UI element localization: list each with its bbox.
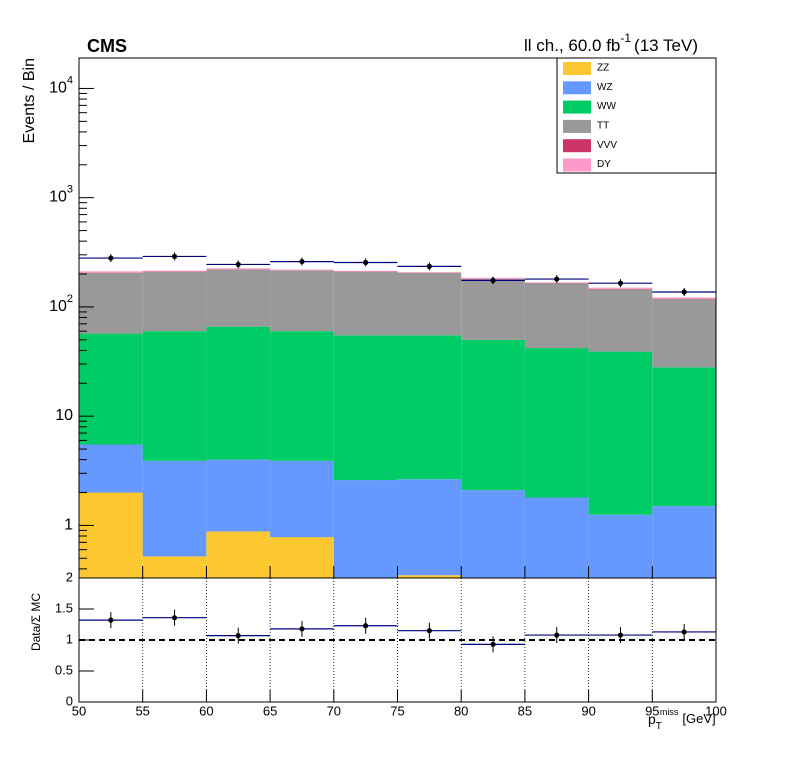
histogram-segment: [397, 575, 462, 578]
x-axis-label: pTmiss [GeV]: [648, 707, 716, 731]
legend-swatch: [563, 158, 591, 172]
histogram-segment: [206, 531, 271, 578]
histogram-segment: [206, 269, 271, 327]
legend-label: WZ: [597, 82, 613, 93]
x-tick-label: 95: [645, 703, 659, 718]
histogram-segment: [333, 335, 398, 481]
legend-swatch: [563, 119, 591, 133]
ratio-y-tick-label: 0: [66, 693, 73, 708]
histogram-segment: [270, 269, 334, 271]
histogram-segment: [524, 497, 589, 578]
histogram-segment: [588, 514, 653, 578]
x-tick-label: 60: [199, 703, 213, 718]
histogram-segment: [461, 339, 525, 491]
histogram-segment: [397, 272, 462, 336]
histogram-segment: [270, 270, 334, 332]
y-tick-label: 1: [64, 517, 73, 534]
histogram-segment: [652, 506, 716, 578]
ratio-y-tick-label: 1: [66, 631, 73, 646]
histogram-segment: [461, 279, 525, 340]
histogram-segment: [461, 490, 525, 578]
histogram-segment: [397, 335, 462, 480]
histogram-segment: [333, 270, 398, 272]
y-tick-exponent: 2: [67, 293, 73, 305]
legend-label: ZZ: [597, 63, 609, 74]
histogram-segment: [652, 297, 716, 299]
histogram-segment: [333, 271, 398, 336]
legend-label: DY: [597, 159, 611, 170]
x-label-main: p: [648, 711, 656, 727]
x-tick-label: 85: [518, 703, 532, 718]
legend-label: TT: [597, 121, 609, 132]
histogram-segment: [79, 271, 143, 273]
x-tick-label: 55: [135, 703, 149, 718]
energy-text: (13 TeV): [634, 36, 698, 55]
y-tick-base: 1: [64, 517, 73, 534]
histogram-segment: [270, 537, 334, 578]
legend-swatch: [563, 62, 591, 75]
histogram-segment: [588, 287, 653, 289]
y-tick-base: 10: [49, 189, 67, 206]
histogram-segment: [652, 367, 716, 507]
x-tick-label: 65: [263, 703, 277, 718]
histogram-segment: [588, 289, 653, 352]
histogram-segment: [79, 333, 143, 445]
legend-swatch: [563, 81, 591, 95]
histogram-segment: [142, 556, 207, 578]
legend-swatch: [563, 139, 591, 153]
histogram-segment: [270, 331, 334, 461]
histogram-segment: [206, 459, 271, 532]
x-label-sub: T: [656, 721, 662, 732]
ratio-y-axis-label: Data/Σ MC: [29, 593, 43, 651]
x-label-sup: miss: [660, 707, 679, 717]
histogram-segment: [79, 492, 143, 578]
histogram-segment: [79, 444, 143, 493]
histogram-segment: [524, 348, 589, 498]
lumi-exponent: -1: [620, 31, 631, 45]
histogram-segment: [142, 270, 207, 272]
ratio-y-tick-label: 2: [66, 569, 73, 584]
histogram-segment: [79, 272, 143, 334]
histogram-segment: [652, 299, 716, 368]
y-tick-exponent: 3: [67, 184, 73, 196]
histogram-segment: [206, 326, 271, 460]
lumi-text: ll ch., 60.0 fb: [524, 36, 620, 55]
histogram-segment: [142, 271, 207, 332]
histogram-segment: [142, 331, 207, 461]
y-tick-base: 10: [49, 298, 67, 315]
legend-swatch: [563, 100, 591, 114]
x-tick-label: 75: [390, 703, 404, 718]
histogram-segment: [588, 351, 653, 515]
ratio-y-tick-label: 1.5: [55, 600, 73, 615]
legend-label: WW: [597, 101, 616, 112]
histogram-segment: [397, 479, 462, 576]
x-tick-label: 80: [454, 703, 468, 718]
histogram-segment: [524, 283, 589, 349]
x-label-unit: [GeV]: [682, 711, 715, 726]
legend-label: VVV: [597, 140, 617, 151]
y-tick-base: 10: [49, 80, 67, 97]
y-tick-label: 103: [49, 184, 73, 206]
histogram-segment: [333, 480, 398, 578]
histogram-segment: [206, 268, 271, 270]
histogram-segment: [270, 460, 334, 538]
x-tick-label: 50: [72, 703, 86, 718]
y-tick-label: 104: [49, 74, 73, 96]
x-tick-label: 70: [327, 703, 341, 718]
lumi-label: ll ch., 60.0 fb-1 (13 TeV): [524, 31, 698, 55]
y-axis-label: Events / Bin: [21, 58, 38, 143]
ratio-y-tick-label: 0.5: [55, 662, 73, 677]
y-tick-base: 10: [55, 407, 73, 424]
y-tick-exponent: 4: [67, 74, 73, 86]
y-tick-label: 10: [55, 407, 73, 424]
x-tick-label: 90: [581, 703, 595, 718]
y-tick-label: 102: [49, 293, 73, 315]
x-tick-label: 100: [705, 703, 727, 718]
experiment-label: CMS: [87, 36, 127, 56]
histogram-segment: [142, 460, 207, 557]
legend-box: [556, 57, 717, 174]
